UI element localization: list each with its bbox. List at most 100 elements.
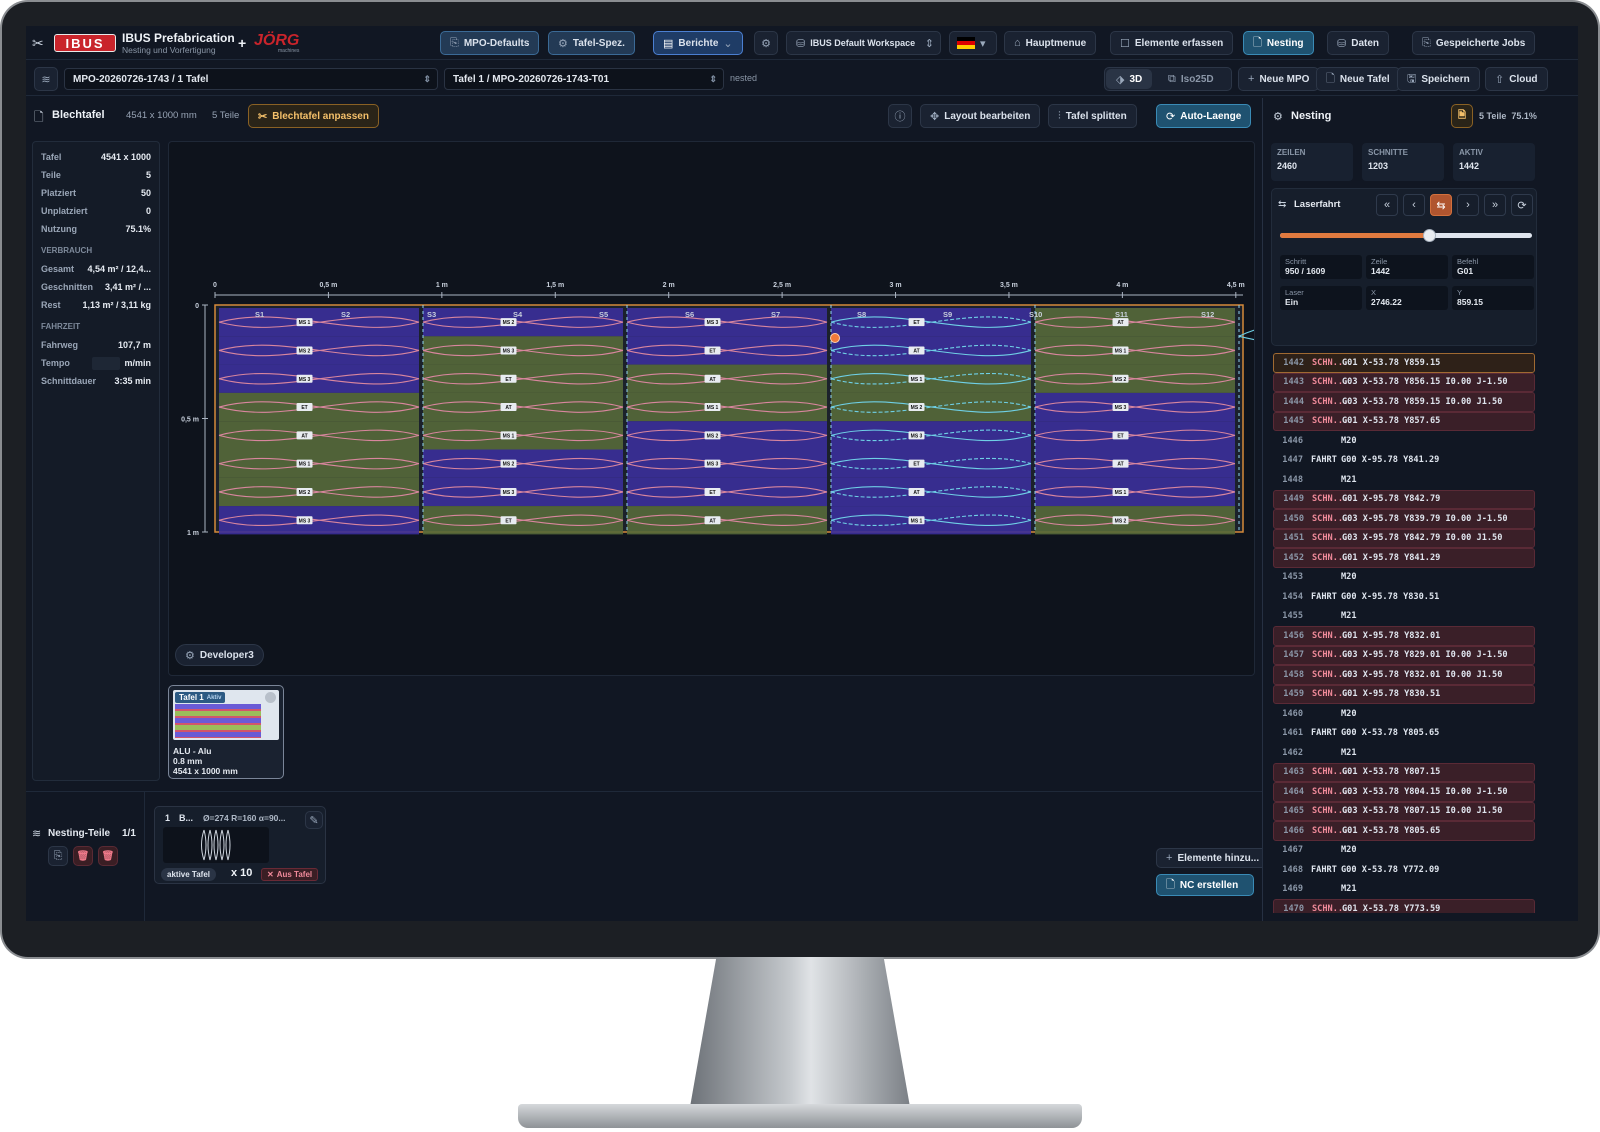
gcode-line[interactable]: 1448 M21: [1273, 470, 1535, 490]
workspace-select[interactable]: ⛁ IBUS Default Workspace ⇕: [786, 31, 941, 55]
sheet-drawing[interactable]: 0 0,5 m 1 m 1,5 m 2 m 2,5 m 3 m 3,5 m 4 m 4,5 m 0 0…: [169, 142, 1254, 675]
tempo-input[interactable]: [92, 356, 121, 370]
gcode-line[interactable]: 1468 FAHRT G00 X-53.78 Y772.09: [1273, 860, 1535, 880]
language-select[interactable]: ▾: [949, 31, 997, 55]
edit-part-button[interactable]: ✎: [305, 811, 323, 829]
next-step-button[interactable]: ›: [1457, 194, 1479, 216]
gcode-line[interactable]: 1469 M21: [1273, 880, 1535, 900]
play-step-button[interactable]: ⇆: [1430, 194, 1452, 216]
view-3d-button[interactable]: ⬗ 3D: [1106, 69, 1153, 89]
trash-icon: 🗑: [101, 850, 115, 862]
nc-erstellen-button[interactable]: 🗋 NC erstellen: [1156, 874, 1254, 896]
gcode-line-type: FAHRT: [1311, 728, 1337, 739]
gcode-line[interactable]: 1460 M20: [1273, 704, 1535, 724]
view-iso-button[interactable]: ⧉ Iso25D: [1168, 72, 1214, 85]
step-slider-knob[interactable]: [1422, 229, 1436, 242]
gcode-line[interactable]: 1455 M21: [1273, 607, 1535, 627]
neue-tafel-button[interactable]: 🗋 Neue Tafel: [1316, 67, 1400, 91]
gcode-line[interactable]: 1467 M20: [1273, 841, 1535, 861]
gcode-line[interactable]: 1465 SCHN... G03 X-53.78 Y807.15 I0.00 J1.…: [1273, 801, 1535, 821]
gcode-line[interactable]: 1444 SCHN... G03 X-53.78 Y859.15 I0.00 J1.…: [1273, 392, 1535, 412]
part-contour: [830, 457, 1032, 470]
reset-button[interactable]: ⟳: [1511, 194, 1533, 216]
gcode-line[interactable]: 1453 M20: [1273, 568, 1535, 588]
last-step-button[interactable]: »: [1484, 194, 1506, 216]
part-card[interactable]: 1 B... Ø=274 R=160 α=90... ✎ aktive Tafe…: [154, 806, 326, 884]
app-screen: ✂ IBUS IBUS Prefabrication Nesting und V…: [26, 26, 1578, 921]
gcode-line[interactable]: 1445 SCHN... G01 X-53.78 Y857.65: [1273, 411, 1535, 431]
elemente-hinzu-button[interactable]: + Elemente hinzu...: [1156, 848, 1270, 868]
scissors-icon[interactable]: ✂: [32, 35, 44, 51]
berichte-button[interactable]: ▤ Berichte ⌄: [653, 31, 743, 55]
thumbnail-close-icon[interactable]: [265, 692, 276, 703]
part-label-bg: [500, 459, 517, 468]
gcode-line[interactable]: 1451 SCHN... G03 X-95.78 Y842.79 I0.00 J1.…: [1273, 528, 1535, 548]
gcode-line[interactable]: 1454 FAHRT G00 X-95.78 Y830.51: [1273, 587, 1535, 607]
parts-layers-button[interactable]: ⎘: [48, 846, 68, 866]
gcode-line[interactable]: 1470 SCHN... G01 X-53.78 Y773.59: [1273, 899, 1535, 913]
layout-bearbeiten-button[interactable]: ✥ Layout bearbeiten: [920, 104, 1041, 128]
part-label: AT: [301, 433, 307, 439]
mpo-defaults-button[interactable]: ⎘ MPO-Defaults: [440, 31, 540, 55]
auto-laenge-button[interactable]: ⟳ Auto-Laenge: [1156, 104, 1252, 128]
info-button[interactable]: ⓘ: [888, 104, 912, 128]
gcode-line[interactable]: 1462 M21: [1273, 743, 1535, 763]
gcode-line-number: 1447: [1282, 455, 1303, 466]
gcode-line[interactable]: 1442 SCHN... G01 X-53.78 Y859.15: [1273, 353, 1535, 373]
nesting-canvas[interactable]: 0 0,5 m 1 m 1,5 m 2 m 2,5 m 3 m 3,5 m 4 m 4,5 m 0 0…: [168, 141, 1255, 676]
layers-button[interactable]: ≋: [34, 67, 58, 91]
part-label-bg: [704, 516, 721, 525]
gcode-line[interactable]: 1464 SCHN... G03 X-53.78 Y804.15 I0.00 J-1…: [1273, 782, 1535, 802]
monitor-stand-neck: [690, 957, 910, 1107]
gcode-line[interactable]: 1459 SCHN... G01 X-95.78 Y830.51: [1273, 684, 1535, 704]
gcode-line[interactable]: 1447 FAHRT G00 X-95.78 Y841.29: [1273, 451, 1535, 471]
gcode-line[interactable]: 1450 SCHN... G03 X-95.78 Y839.79 I0.00 J-1…: [1273, 509, 1535, 529]
gcode-line[interactable]: 1452 SCHN... G01 X-95.78 Y841.29: [1273, 548, 1535, 568]
daten-button[interactable]: ⛁ Daten: [1327, 31, 1390, 55]
part-label: MS 2: [1115, 518, 1127, 524]
settings-button[interactable]: ⚙: [754, 31, 778, 55]
aktive-tafel-badge[interactable]: aktive Tafel: [161, 868, 216, 881]
part-label: AT: [709, 377, 715, 383]
elemente-erfassen-button[interactable]: ☐ Elemente erfassen: [1110, 31, 1234, 55]
neue-mpo-button[interactable]: + Neue MPO: [1238, 67, 1320, 91]
part-label-bg: [1112, 431, 1129, 440]
gcode-line[interactable]: 1466 SCHN... G01 X-53.78 Y805.65: [1273, 821, 1535, 841]
stat-teile: Teile 5: [41, 170, 151, 180]
gcode-line[interactable]: 1446 M20: [1273, 431, 1535, 451]
speichern-button[interactable]: 🖫 Speichern: [1397, 67, 1480, 91]
hauptmenue-button[interactable]: ⌂ Hauptmenue: [1004, 31, 1097, 55]
parts-delete-all-button[interactable]: 🗑: [98, 846, 118, 866]
gcode-line-command: G00 X-53.78 Y772.09: [1341, 864, 1440, 875]
caret-down-icon: ▾: [980, 37, 986, 50]
gcode-list[interactable]: 1442 SCHN... G01 X-53.78 Y859.15 1443 SCHN..…: [1273, 353, 1535, 913]
developer-button[interactable]: ⚙ Developer3: [175, 644, 264, 666]
gcode-line-command: G03 X-53.78 Y859.15 I0.00 J1.50: [1342, 396, 1503, 407]
gcode-line[interactable]: 1457 SCHN... G03 X-95.78 Y829.01 I0.00 J-1…: [1273, 645, 1535, 665]
sheet-thumbnail[interactable]: Tafel 1 Aktiv ALU - Alu 0.8 mm 4541 x 100…: [168, 685, 284, 779]
gcode-line[interactable]: 1449 SCHN... G01 X-95.78 Y842.79: [1273, 489, 1535, 509]
gcode-line[interactable]: 1461 FAHRT G00 X-53.78 Y805.65: [1273, 724, 1535, 744]
step-slider[interactable]: [1280, 229, 1532, 242]
gcode-line[interactable]: 1456 SCHN... G01 X-95.78 Y832.01: [1273, 626, 1535, 646]
tafel-select[interactable]: Tafel 1 / MPO-20260726-1743-T01 ⇕: [444, 68, 724, 90]
gcode-line[interactable]: 1458 SCHN... G03 X-95.78 Y832.01 I0.00 J1.…: [1273, 665, 1535, 685]
cloud-button[interactable]: ⇧ Cloud: [1485, 67, 1548, 91]
part-label: MS 2: [707, 433, 719, 439]
aus-tafel-button[interactable]: ✕ Aus Tafel: [261, 868, 319, 881]
part-contour: [218, 429, 420, 442]
mpo-select[interactable]: MPO-20260726-1743 / 1 Tafel ⇕: [64, 68, 438, 90]
gcode-line[interactable]: 1443 SCHN... G03 X-53.78 Y856.15 I0.00 J-1…: [1273, 372, 1535, 392]
tafel-splitten-button[interactable]: ⫶ Tafel splitten: [1048, 104, 1137, 128]
part-index: 1: [165, 813, 171, 823]
export-button[interactable]: 🗎: [1451, 104, 1473, 128]
gespeicherte-jobs-button[interactable]: ⎘ Gespeicherte Jobs: [1412, 31, 1536, 55]
blechtafel-anpassen-button[interactable]: ✂ Blechtafel anpassen: [248, 104, 379, 128]
gcode-line[interactable]: 1463 SCHN... G01 X-53.78 Y807.15: [1273, 762, 1535, 782]
gcode-line-type: SCHN...: [1312, 650, 1349, 661]
nesting-tab[interactable]: 🗋 Nesting: [1243, 31, 1314, 55]
first-step-button[interactable]: «: [1376, 194, 1398, 216]
parts-delete-button[interactable]: 🗑: [73, 846, 93, 866]
tafel-spez-button[interactable]: ⚙ Tafel-Spez.: [548, 31, 635, 55]
prev-step-button[interactable]: ‹: [1403, 194, 1425, 216]
